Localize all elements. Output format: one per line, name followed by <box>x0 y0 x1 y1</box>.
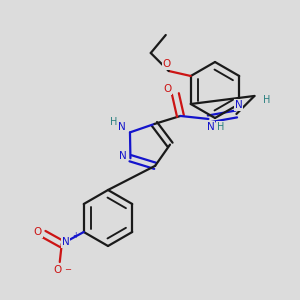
Text: O: O <box>54 265 62 275</box>
Text: O: O <box>163 84 172 94</box>
Text: N: N <box>118 151 126 161</box>
Text: H: H <box>263 95 270 105</box>
Text: H: H <box>110 117 118 128</box>
Text: H: H <box>217 122 224 132</box>
Text: +: + <box>73 232 79 241</box>
Text: N: N <box>235 100 242 110</box>
Text: N: N <box>207 122 214 132</box>
Text: N: N <box>118 122 126 132</box>
Text: N: N <box>62 237 70 247</box>
Text: −: − <box>64 266 71 274</box>
Text: O: O <box>163 59 171 69</box>
Text: O: O <box>34 227 42 237</box>
